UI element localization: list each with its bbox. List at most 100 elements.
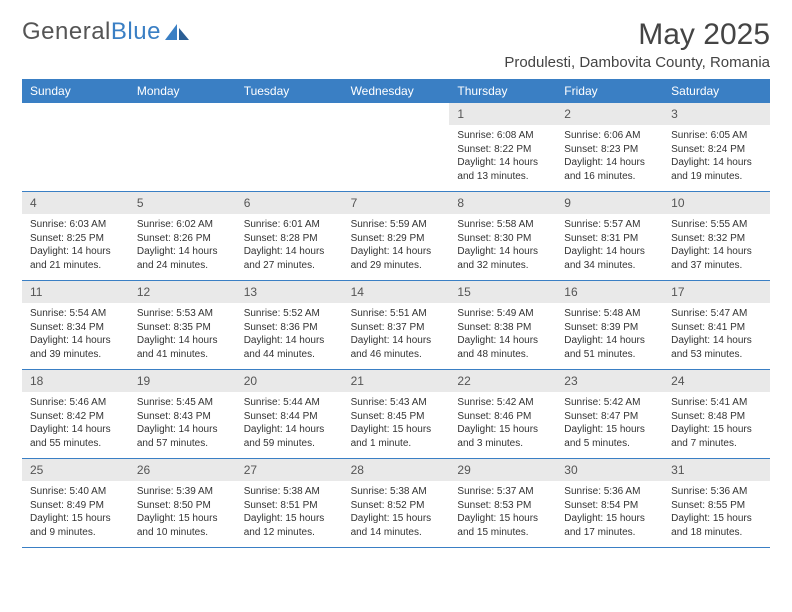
sunset-text: Sunset: 8:35 PM	[137, 321, 228, 335]
day-number: 22	[449, 370, 556, 392]
sunrise-text: Sunrise: 5:57 AM	[564, 218, 655, 232]
day-number: 23	[556, 370, 663, 392]
day-number: 10	[663, 192, 770, 214]
sunrise-text: Sunrise: 5:36 AM	[671, 485, 762, 499]
day-number: 1	[449, 103, 556, 125]
sunrise-text: Sunrise: 5:38 AM	[351, 485, 442, 499]
daylight-text: Daylight: 14 hours and 39 minutes.	[30, 334, 121, 361]
day-cell: 19Sunrise: 5:45 AMSunset: 8:43 PMDayligh…	[129, 370, 236, 458]
day-number: 3	[663, 103, 770, 125]
sunset-text: Sunset: 8:37 PM	[351, 321, 442, 335]
day-number: 16	[556, 281, 663, 303]
day-content: Sunrise: 5:37 AMSunset: 8:53 PMDaylight:…	[449, 481, 556, 545]
weekday-sat: Saturday	[663, 79, 770, 103]
day-content: Sunrise: 5:58 AMSunset: 8:30 PMDaylight:…	[449, 214, 556, 278]
daylight-text: Daylight: 15 hours and 5 minutes.	[564, 423, 655, 450]
sunset-text: Sunset: 8:51 PM	[244, 499, 335, 513]
day-number: 2	[556, 103, 663, 125]
sunrise-text: Sunrise: 6:08 AM	[457, 129, 548, 143]
sunset-text: Sunset: 8:49 PM	[30, 499, 121, 513]
day-cell: 25Sunrise: 5:40 AMSunset: 8:49 PMDayligh…	[22, 459, 129, 547]
day-cell: 17Sunrise: 5:47 AMSunset: 8:41 PMDayligh…	[663, 281, 770, 369]
sunrise-text: Sunrise: 5:43 AM	[351, 396, 442, 410]
sunrise-text: Sunrise: 5:55 AM	[671, 218, 762, 232]
sunset-text: Sunset: 8:29 PM	[351, 232, 442, 246]
sunset-text: Sunset: 8:30 PM	[457, 232, 548, 246]
sunrise-text: Sunrise: 5:53 AM	[137, 307, 228, 321]
daylight-text: Daylight: 14 hours and 41 minutes.	[137, 334, 228, 361]
day-content: Sunrise: 5:41 AMSunset: 8:48 PMDaylight:…	[663, 392, 770, 456]
sunrise-text: Sunrise: 5:51 AM	[351, 307, 442, 321]
day-number: 7	[343, 192, 450, 214]
weekday-mon: Monday	[129, 79, 236, 103]
daylight-text: Daylight: 14 hours and 46 minutes.	[351, 334, 442, 361]
day-number: 18	[22, 370, 129, 392]
day-number: 5	[129, 192, 236, 214]
title-block: May 2025 Produlesti, Dambovita County, R…	[504, 18, 770, 71]
day-number: 21	[343, 370, 450, 392]
day-number	[343, 103, 450, 109]
sunrise-text: Sunrise: 5:39 AM	[137, 485, 228, 499]
day-content: Sunrise: 6:01 AMSunset: 8:28 PMDaylight:…	[236, 214, 343, 278]
week-row: 4Sunrise: 6:03 AMSunset: 8:25 PMDaylight…	[22, 192, 770, 281]
day-content: Sunrise: 5:59 AMSunset: 8:29 PMDaylight:…	[343, 214, 450, 278]
weekday-tue: Tuesday	[236, 79, 343, 103]
day-number: 26	[129, 459, 236, 481]
day-cell	[22, 103, 129, 191]
logo-text-general: General	[22, 18, 111, 46]
day-content: Sunrise: 5:38 AMSunset: 8:52 PMDaylight:…	[343, 481, 450, 545]
daylight-text: Daylight: 14 hours and 21 minutes.	[30, 245, 121, 272]
daylight-text: Daylight: 15 hours and 18 minutes.	[671, 512, 762, 539]
sunrise-text: Sunrise: 5:46 AM	[30, 396, 121, 410]
day-cell	[129, 103, 236, 191]
day-content: Sunrise: 5:52 AMSunset: 8:36 PMDaylight:…	[236, 303, 343, 367]
day-content: Sunrise: 5:44 AMSunset: 8:44 PMDaylight:…	[236, 392, 343, 456]
day-content: Sunrise: 5:49 AMSunset: 8:38 PMDaylight:…	[449, 303, 556, 367]
day-cell: 7Sunrise: 5:59 AMSunset: 8:29 PMDaylight…	[343, 192, 450, 280]
sunset-text: Sunset: 8:32 PM	[671, 232, 762, 246]
day-number: 24	[663, 370, 770, 392]
day-cell: 13Sunrise: 5:52 AMSunset: 8:36 PMDayligh…	[236, 281, 343, 369]
weeks-grid: 1Sunrise: 6:08 AMSunset: 8:22 PMDaylight…	[22, 103, 770, 548]
day-content: Sunrise: 5:54 AMSunset: 8:34 PMDaylight:…	[22, 303, 129, 367]
daylight-text: Daylight: 15 hours and 7 minutes.	[671, 423, 762, 450]
day-cell: 6Sunrise: 6:01 AMSunset: 8:28 PMDaylight…	[236, 192, 343, 280]
sunrise-text: Sunrise: 5:37 AM	[457, 485, 548, 499]
day-cell	[343, 103, 450, 191]
day-cell: 4Sunrise: 6:03 AMSunset: 8:25 PMDaylight…	[22, 192, 129, 280]
sunset-text: Sunset: 8:43 PM	[137, 410, 228, 424]
day-cell: 1Sunrise: 6:08 AMSunset: 8:22 PMDaylight…	[449, 103, 556, 191]
day-cell: 23Sunrise: 5:42 AMSunset: 8:47 PMDayligh…	[556, 370, 663, 458]
day-cell	[236, 103, 343, 191]
day-content: Sunrise: 5:36 AMSunset: 8:55 PMDaylight:…	[663, 481, 770, 545]
sunset-text: Sunset: 8:45 PM	[351, 410, 442, 424]
sunset-text: Sunset: 8:47 PM	[564, 410, 655, 424]
day-content: Sunrise: 5:42 AMSunset: 8:47 PMDaylight:…	[556, 392, 663, 456]
daylight-text: Daylight: 14 hours and 55 minutes.	[30, 423, 121, 450]
day-cell: 2Sunrise: 6:06 AMSunset: 8:23 PMDaylight…	[556, 103, 663, 191]
day-number: 20	[236, 370, 343, 392]
day-content: Sunrise: 5:36 AMSunset: 8:54 PMDaylight:…	[556, 481, 663, 545]
day-content: Sunrise: 5:42 AMSunset: 8:46 PMDaylight:…	[449, 392, 556, 456]
sunset-text: Sunset: 8:52 PM	[351, 499, 442, 513]
day-content: Sunrise: 6:08 AMSunset: 8:22 PMDaylight:…	[449, 125, 556, 189]
week-row: 25Sunrise: 5:40 AMSunset: 8:49 PMDayligh…	[22, 459, 770, 548]
day-number: 25	[22, 459, 129, 481]
day-content: Sunrise: 5:38 AMSunset: 8:51 PMDaylight:…	[236, 481, 343, 545]
daylight-text: Daylight: 15 hours and 14 minutes.	[351, 512, 442, 539]
sunrise-text: Sunrise: 5:47 AM	[671, 307, 762, 321]
sunrise-text: Sunrise: 6:02 AM	[137, 218, 228, 232]
day-cell: 12Sunrise: 5:53 AMSunset: 8:35 PMDayligh…	[129, 281, 236, 369]
day-number: 4	[22, 192, 129, 214]
sunset-text: Sunset: 8:25 PM	[30, 232, 121, 246]
day-content: Sunrise: 5:47 AMSunset: 8:41 PMDaylight:…	[663, 303, 770, 367]
day-number: 19	[129, 370, 236, 392]
sunrise-text: Sunrise: 5:38 AM	[244, 485, 335, 499]
day-cell: 28Sunrise: 5:38 AMSunset: 8:52 PMDayligh…	[343, 459, 450, 547]
day-cell: 31Sunrise: 5:36 AMSunset: 8:55 PMDayligh…	[663, 459, 770, 547]
daylight-text: Daylight: 14 hours and 48 minutes.	[457, 334, 548, 361]
day-number: 17	[663, 281, 770, 303]
sunset-text: Sunset: 8:54 PM	[564, 499, 655, 513]
day-content: Sunrise: 6:05 AMSunset: 8:24 PMDaylight:…	[663, 125, 770, 189]
day-number: 27	[236, 459, 343, 481]
